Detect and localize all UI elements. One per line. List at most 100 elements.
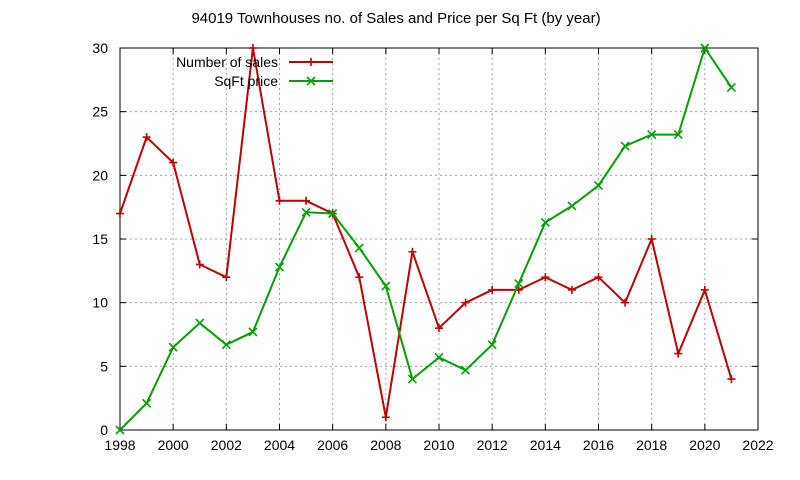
data-point <box>195 260 204 269</box>
data-point <box>700 285 709 294</box>
series-line-sqft-price <box>119 45 733 431</box>
series-line-number-of-sales <box>119 47 733 418</box>
data-point <box>195 318 205 328</box>
data-point <box>540 217 550 228</box>
data-point <box>487 340 497 350</box>
marker-stroke <box>301 207 311 217</box>
marker-stroke <box>306 76 316 86</box>
marker-stroke <box>487 340 497 350</box>
data-point <box>275 196 284 205</box>
x-tick-label: 2006 <box>317 437 348 453</box>
data-point <box>408 247 417 256</box>
legend-marker <box>307 58 315 66</box>
data-point <box>673 130 683 140</box>
marker-stroke <box>620 141 630 151</box>
marker-stroke <box>195 318 205 328</box>
marker-stroke <box>593 180 604 191</box>
data-point <box>674 349 683 358</box>
data-point <box>248 44 257 52</box>
y-tick-label: 15 <box>92 231 108 247</box>
data-point <box>248 327 258 337</box>
data-point <box>461 365 471 375</box>
data-point <box>301 207 311 217</box>
series-number-of-sales <box>116 44 736 422</box>
marker-stroke <box>381 281 391 291</box>
marker-stroke <box>673 130 683 140</box>
marker-stroke <box>540 217 550 228</box>
x-tick-label: 2016 <box>583 437 614 453</box>
marker-stroke <box>248 327 258 337</box>
data-point <box>142 398 152 408</box>
legend-label: Number of sales <box>176 54 278 70</box>
marker-stroke <box>726 82 736 93</box>
legend-marker <box>306 76 316 86</box>
marker-stroke <box>328 208 338 219</box>
data-point <box>142 133 151 142</box>
data-point <box>647 235 656 243</box>
y-tick-label: 30 <box>92 40 108 56</box>
data-point <box>115 425 125 435</box>
x-tick-label: 2000 <box>158 437 189 453</box>
data-point <box>647 130 657 140</box>
data-point <box>620 141 630 151</box>
marker-stroke <box>168 342 178 352</box>
y-tick-label: 20 <box>92 167 108 183</box>
x-tick-label: 2022 <box>742 437 773 453</box>
series-group <box>115 43 736 435</box>
marker-stroke <box>115 425 125 435</box>
data-point <box>514 279 524 289</box>
marker-stroke <box>647 130 657 140</box>
marker-stroke <box>221 340 231 350</box>
y-tick-label: 25 <box>92 104 108 120</box>
grid <box>120 48 758 430</box>
data-point <box>727 375 736 384</box>
marker-stroke <box>354 243 364 253</box>
data-point <box>567 285 576 294</box>
data-point <box>381 281 391 291</box>
marker-stroke <box>274 262 285 272</box>
chart-title: 94019 Townhouses no. of Sales and Price … <box>191 10 600 27</box>
x-tick-label: 2002 <box>211 437 242 453</box>
data-point <box>434 352 444 362</box>
marker-stroke <box>461 365 471 375</box>
legend-label: SqFt price <box>214 73 278 89</box>
x-tick-label: 2018 <box>636 437 667 453</box>
y-tick-label: 0 <box>100 422 108 438</box>
x-tick-label: 1998 <box>104 437 135 453</box>
data-point <box>354 243 364 253</box>
x-tick-label: 2014 <box>530 437 561 453</box>
data-point <box>168 342 178 352</box>
series-sqft-price <box>115 43 736 435</box>
x-axis: 1998 2000 2002 2004 2006 2008 2010 2012 2014 2016… <box>104 48 774 453</box>
data-point <box>621 298 630 307</box>
data-point <box>381 413 390 422</box>
data-point <box>461 298 470 307</box>
legend-item-number-of-sales: Number of sales <box>176 54 333 70</box>
y-axis: 0 5 10 15 20 25 30 <box>92 40 758 438</box>
x-tick-label: 2012 <box>477 437 508 453</box>
x-tick-label: 2010 <box>423 437 454 453</box>
y-tick-label: 10 <box>92 295 108 311</box>
marker-stroke <box>567 201 577 211</box>
data-point <box>593 180 604 191</box>
marker-stroke <box>407 374 417 384</box>
data-point <box>726 82 736 93</box>
data-point <box>488 285 497 294</box>
data-point <box>567 201 577 211</box>
x-tick-label: 2008 <box>370 437 401 453</box>
x-tick-label: 2020 <box>689 437 720 453</box>
data-point <box>435 324 443 333</box>
y-tick-label: 5 <box>100 358 108 374</box>
data-point <box>221 340 231 350</box>
data-point <box>700 43 710 53</box>
data-point <box>274 262 285 272</box>
data-point <box>169 158 178 167</box>
data-point <box>541 273 550 282</box>
data-point <box>355 273 364 282</box>
marker-stroke <box>434 352 444 362</box>
data-point <box>594 273 603 282</box>
data-point <box>116 209 124 218</box>
data-point <box>302 196 311 205</box>
x-tick-label: 2004 <box>264 437 295 453</box>
